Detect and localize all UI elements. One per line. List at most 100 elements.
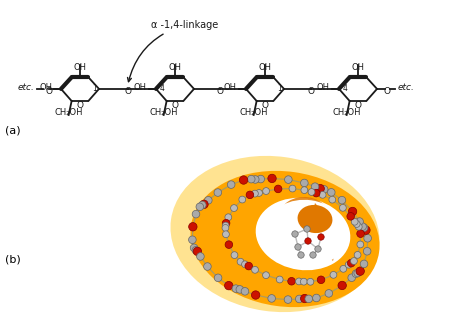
Text: OH: OH: [39, 84, 52, 93]
Circle shape: [225, 214, 232, 221]
Circle shape: [190, 244, 198, 252]
Circle shape: [192, 210, 200, 218]
Circle shape: [295, 295, 303, 303]
Text: OH: OH: [134, 84, 147, 93]
Circle shape: [352, 270, 360, 278]
Circle shape: [252, 176, 259, 183]
Ellipse shape: [278, 197, 332, 245]
Text: O: O: [383, 88, 391, 97]
Text: OH: OH: [352, 63, 365, 72]
Circle shape: [263, 188, 270, 194]
Circle shape: [232, 285, 240, 293]
Circle shape: [222, 219, 230, 227]
Circle shape: [189, 236, 196, 243]
Text: OH: OH: [317, 84, 330, 93]
Circle shape: [295, 244, 301, 250]
Circle shape: [360, 224, 368, 231]
Ellipse shape: [171, 156, 380, 312]
Text: O: O: [46, 88, 53, 97]
Circle shape: [298, 252, 304, 258]
Circle shape: [274, 185, 282, 193]
Polygon shape: [307, 203, 340, 261]
Text: O: O: [124, 88, 131, 97]
Circle shape: [364, 234, 372, 242]
Text: O: O: [355, 101, 362, 110]
Circle shape: [222, 224, 229, 231]
Ellipse shape: [269, 205, 345, 263]
Circle shape: [304, 226, 310, 232]
Circle shape: [301, 294, 309, 303]
Circle shape: [351, 218, 358, 225]
Circle shape: [247, 175, 255, 183]
Text: O: O: [76, 101, 83, 110]
Text: α -1,4-linkage: α -1,4-linkage: [128, 20, 219, 82]
Circle shape: [340, 266, 346, 272]
Text: CH₂OH: CH₂OH: [332, 108, 361, 117]
Circle shape: [339, 204, 346, 211]
Circle shape: [356, 223, 362, 230]
Circle shape: [330, 272, 337, 278]
Circle shape: [305, 295, 312, 303]
Ellipse shape: [298, 205, 332, 233]
Circle shape: [246, 191, 254, 199]
Text: etc.: etc.: [17, 84, 34, 93]
Text: OH: OH: [258, 63, 272, 72]
Circle shape: [263, 272, 269, 279]
Text: O: O: [172, 101, 179, 110]
Circle shape: [214, 274, 222, 282]
Circle shape: [204, 196, 212, 204]
Circle shape: [301, 187, 308, 193]
Circle shape: [228, 181, 235, 188]
Circle shape: [292, 231, 298, 237]
Circle shape: [196, 203, 204, 211]
Text: 1: 1: [278, 84, 283, 93]
Circle shape: [225, 282, 233, 290]
Circle shape: [329, 196, 336, 203]
Circle shape: [288, 278, 295, 285]
Circle shape: [268, 174, 276, 183]
Circle shape: [311, 183, 319, 190]
Text: OH: OH: [224, 84, 237, 93]
Text: (b): (b): [5, 255, 21, 265]
Text: (a): (a): [5, 125, 21, 135]
Circle shape: [192, 246, 200, 254]
Circle shape: [189, 222, 197, 231]
Circle shape: [362, 226, 370, 234]
Circle shape: [251, 291, 260, 299]
Circle shape: [359, 223, 366, 230]
Text: 1: 1: [92, 84, 97, 93]
Circle shape: [360, 260, 368, 268]
Circle shape: [199, 201, 206, 209]
Circle shape: [276, 276, 283, 283]
Circle shape: [325, 290, 333, 297]
Text: O: O: [308, 88, 315, 97]
Text: O: O: [262, 101, 268, 110]
Circle shape: [308, 189, 315, 195]
Circle shape: [357, 241, 364, 248]
Circle shape: [320, 186, 328, 193]
Text: O: O: [217, 88, 224, 97]
Circle shape: [301, 179, 308, 187]
Circle shape: [241, 288, 249, 295]
Circle shape: [225, 241, 233, 248]
Circle shape: [356, 267, 365, 276]
Text: etc.: etc.: [398, 84, 415, 93]
Circle shape: [252, 267, 258, 273]
Circle shape: [348, 274, 356, 282]
Circle shape: [214, 189, 222, 196]
Circle shape: [237, 258, 244, 265]
Circle shape: [347, 259, 355, 267]
Circle shape: [310, 252, 316, 258]
Circle shape: [319, 191, 326, 198]
Ellipse shape: [255, 198, 350, 270]
Text: CH₂OH: CH₂OH: [239, 108, 268, 117]
Circle shape: [338, 281, 346, 290]
Circle shape: [242, 261, 248, 268]
Text: OH: OH: [73, 63, 86, 72]
Circle shape: [296, 278, 302, 285]
Circle shape: [313, 294, 320, 302]
Ellipse shape: [274, 210, 346, 264]
Ellipse shape: [191, 171, 380, 307]
Circle shape: [239, 176, 248, 184]
Circle shape: [328, 189, 335, 196]
